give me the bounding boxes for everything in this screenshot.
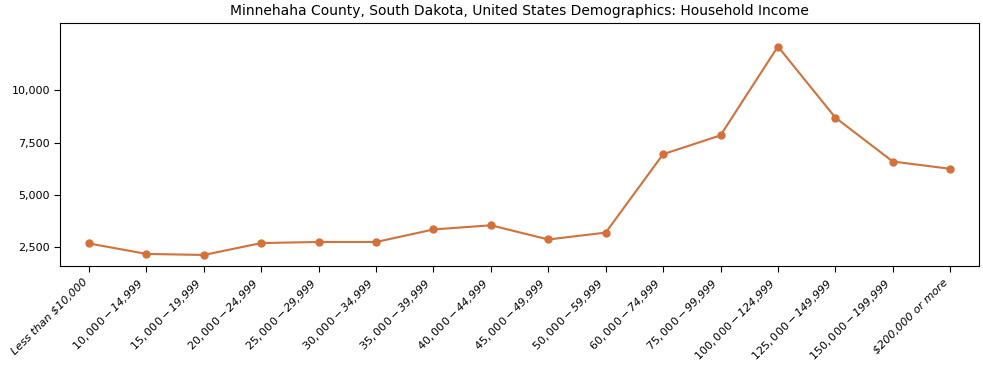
Title: Minnehaha County, South Dakota, United States Demographics: Household Income: Minnehaha County, South Dakota, United S…: [230, 4, 809, 18]
